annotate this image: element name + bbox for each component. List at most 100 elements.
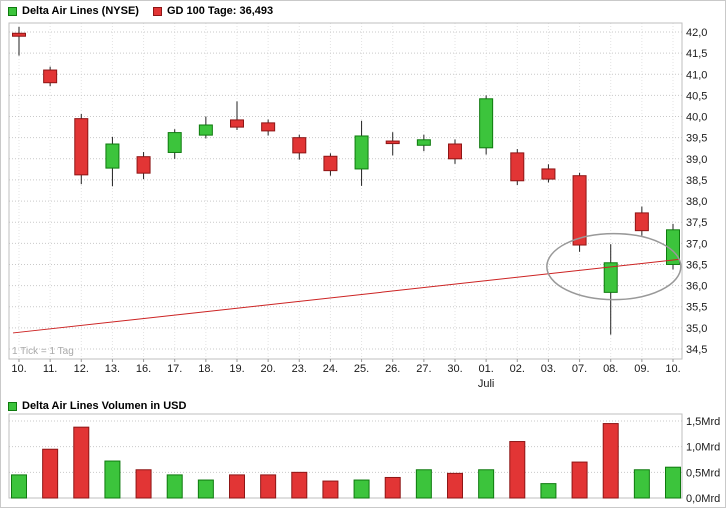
price-axis-label: 40,5 [686, 90, 707, 102]
volume-bar [633, 469, 650, 499]
price-axis-label: 40,0 [686, 112, 707, 124]
candle-body [292, 137, 307, 154]
main-chart-legend: Delta Air Lines (NYSE) GD 100 Tage: 36,4… [8, 5, 273, 17]
candle-body [105, 143, 120, 169]
volume-bar [353, 479, 370, 499]
volume-chart-legend: Delta Air Lines Volumen in USD [8, 400, 186, 412]
volume-bar [73, 426, 90, 499]
x-axis-label: 09. [634, 363, 649, 375]
volume-bar [260, 474, 277, 499]
volume-bar [322, 480, 339, 499]
volume-axis-label: 0,0Mrd [686, 493, 720, 505]
volume-legend-swatch-icon [8, 401, 17, 411]
volume-bar [509, 441, 526, 499]
price-axis-label: 41,0 [686, 69, 707, 81]
volume-bar [384, 476, 401, 499]
candle-body [510, 152, 525, 182]
x-axis-label: 07. [572, 363, 587, 375]
price-axis-label: 37,5 [686, 217, 707, 229]
volume-axis-label: 1,5Mrd [686, 416, 720, 428]
volume-bar [166, 474, 183, 499]
price-axis-label: 36,0 [686, 281, 707, 293]
volume-axis-label: 1,0Mrd [686, 442, 720, 454]
tick-scale-note: 1 Tick = 1 Tag [12, 346, 74, 357]
volume-bar [104, 460, 121, 499]
candle-body [43, 69, 58, 84]
candle-body [572, 175, 587, 246]
candle-body [448, 143, 462, 160]
price-axis-label: 39,0 [686, 154, 707, 166]
volume-plot-border [8, 413, 683, 499]
x-axis-label: 19. [229, 363, 244, 375]
price-axis-label: 36,5 [686, 259, 707, 271]
volume-bar [135, 469, 152, 499]
volume-bar [540, 483, 557, 499]
ma-line [12, 258, 680, 334]
volume-bar [415, 469, 432, 499]
ma-legend-label: GD 100 Tage: 36,493 [166, 5, 274, 17]
price-axis-label: 39,5 [686, 133, 707, 145]
x-axis-label: 26. [385, 363, 400, 375]
candle-body [634, 212, 649, 232]
volume-legend-label: Delta Air Lines Volumen in USD [22, 400, 187, 412]
volume-bar [447, 472, 463, 499]
candle-body [12, 32, 26, 37]
price-axis-label: 37,0 [686, 238, 707, 250]
volume-bar [665, 466, 681, 499]
volume-bar [291, 471, 308, 499]
x-axis-label: 03. [541, 363, 556, 375]
candle-body [323, 155, 338, 172]
x-axis-label: 18. [198, 363, 213, 375]
candle-body [230, 119, 244, 128]
candle-body [603, 262, 618, 293]
x-axis-label: 13. [105, 363, 120, 375]
price-axis-label: 38,5 [686, 175, 707, 187]
x-axis-label: 17. [167, 363, 182, 375]
volume-bar [229, 474, 245, 499]
price-axis-label: 35,0 [686, 323, 707, 335]
volume-bar [11, 474, 27, 499]
x-axis-label: 10. [665, 363, 680, 375]
price-plot-border [8, 22, 683, 360]
x-axis-label: 23. [292, 363, 307, 375]
volume-bar [571, 461, 588, 499]
x-axis-label: 11. [43, 363, 57, 375]
volume-bar [602, 423, 619, 499]
price-legend-swatch-icon [8, 6, 17, 16]
highlight-ellipse [546, 232, 682, 301]
candle-body [416, 139, 431, 146]
candle-body [167, 132, 182, 153]
candle-body [136, 156, 151, 174]
x-axis-label: 30. [447, 363, 462, 375]
volume-bar [478, 469, 495, 499]
ma-legend-swatch-icon [152, 6, 162, 16]
month-label: Juli [478, 378, 495, 390]
x-axis-label: 01. [478, 363, 493, 375]
candle-body [541, 168, 556, 180]
price-axis-label: 38,0 [686, 196, 707, 208]
x-axis-label: 08. [603, 363, 618, 375]
candle-body [354, 135, 369, 170]
price-axis-label: 41,5 [686, 48, 707, 60]
volume-bar [197, 479, 214, 499]
x-axis-label: 02. [510, 363, 525, 375]
price-legend-label: Delta Air Lines (NYSE) [22, 5, 139, 17]
x-axis-label: 10. [11, 363, 26, 375]
candle-body [666, 229, 680, 265]
volume-bar [42, 448, 59, 499]
candle-body [198, 124, 213, 136]
price-axis-label: 35,5 [686, 302, 707, 314]
x-axis-label: 20. [260, 363, 275, 375]
price-axis-label: 42,0 [686, 27, 707, 39]
candle-body [74, 118, 89, 176]
price-axis-label: 34,5 [686, 344, 707, 356]
candle-body [479, 98, 494, 149]
volume-axis-label: 0,5Mrd [686, 467, 720, 479]
x-axis-label: 25. [354, 363, 369, 375]
x-axis-label: 16. [136, 363, 151, 375]
x-axis-label: 27. [416, 363, 431, 375]
x-axis-label: 12. [74, 363, 89, 375]
candle-body [385, 140, 400, 145]
